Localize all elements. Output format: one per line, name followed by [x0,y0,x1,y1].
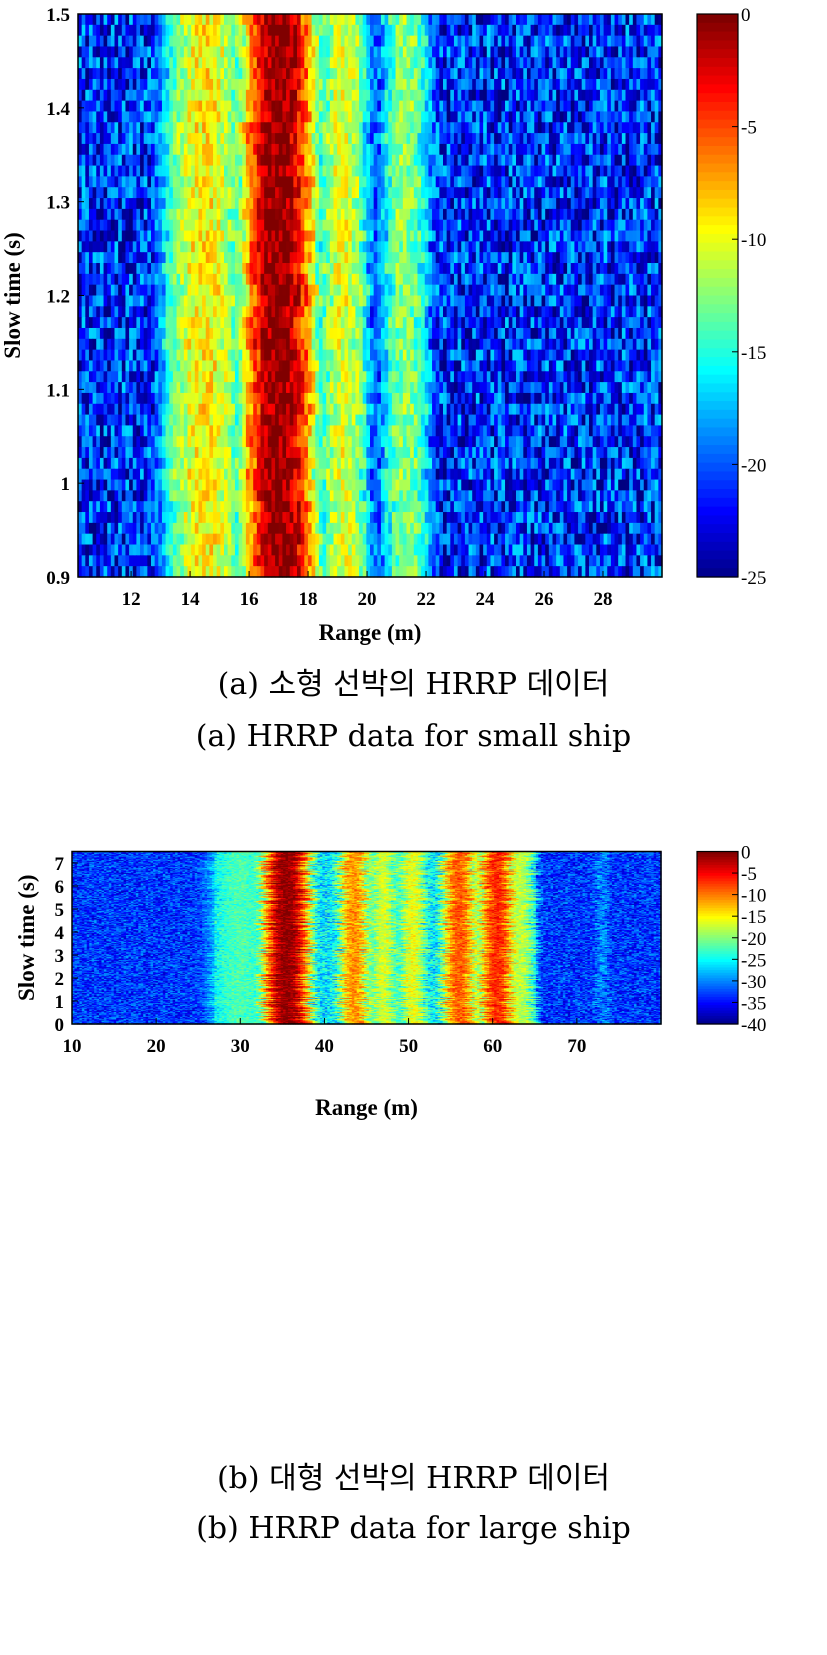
y-tick-label: 1.4 [46,99,70,120]
y-tick-label: 1.5 [46,5,70,26]
y-tick-label: 1.3 [46,193,70,214]
y-tick-label: 1.1 [46,380,70,401]
caption-en-b: (b) HRRP data for large ship [0,1512,827,1546]
colorbar-tick-label: -15 [741,907,766,928]
x-tick-label: 24 [476,589,496,610]
colorbar-tick-label: -5 [741,864,757,885]
colorbar-tick-label: -30 [741,972,766,993]
colorbar-tick-label: -20 [741,455,766,476]
x-tick-label: 10 [63,1036,82,1057]
x-tick-label: 60 [483,1036,502,1057]
caption-ko-a: (a) 소형 선박의 HRRP 데이터 [0,668,827,702]
y-tick-label: 0 [55,1015,65,1036]
x-tick-label: 12 [122,589,141,610]
colorbar [696,850,739,1025]
y-tick-label: 2 [55,969,65,990]
y-tick-label: 0.9 [46,568,70,589]
colorbar-tick-label: -20 [741,929,766,950]
figure-a: 12 14 16 18 20 22 24 26 28 0.9 1 1.1 1.2 1.3 1.4 1.5 Ran… [0,0,827,820]
colorbar-tick-label: -15 [741,343,766,364]
heatmap-chart-a: 12 14 16 18 20 22 24 26 28 0.9 1 1.1 1.2 1.3 1.4 1.5 Ran… [0,5,766,645]
colorbar-tick-label: -40 [741,1015,766,1036]
caption-en-a: (a) HRRP data for small ship [0,720,827,754]
x-tick-label: 70 [567,1036,586,1057]
colorbar-tick-label: -10 [741,230,766,251]
x-tick-label: 50 [399,1036,418,1057]
x-axis-title: Range (m) [319,620,422,645]
y-axis-title: Slow time (s) [14,875,39,1001]
x-tick-label: 40 [315,1036,334,1057]
x-tick-label: 30 [231,1036,250,1057]
colorbar-tick-label: 0 [741,843,751,864]
y-tick-label: 5 [55,900,65,921]
x-tick-label: 26 [535,589,554,610]
x-tick-label: 14 [181,589,201,610]
x-tick-label: 28 [594,589,613,610]
heatmap-cells [78,14,663,578]
y-axis-title: Slow time (s) [0,232,25,358]
plot-frame [71,850,662,1025]
x-tick-label: 22 [417,589,436,610]
y-tick-label: 1 [61,474,71,495]
heatmap-cells [72,851,662,1025]
colorbar-tick-label: -5 [741,118,757,139]
y-tick-label: 1 [55,992,65,1013]
colorbar [696,13,739,578]
y-tick-label: 7 [55,854,65,875]
y-tick-label: 6 [55,877,65,898]
x-tick-label: 18 [299,589,318,610]
colorbar-tick-label: -35 [741,993,766,1014]
x-tick-label: 16 [240,589,259,610]
figure-b: 10 20 30 40 50 60 70 0 1 2 3 4 5 6 7 Range (m) Slow time… [0,813,827,1613]
x-axis-title: Range (m) [315,1095,418,1120]
y-tick-label: 3 [55,946,65,967]
colorbar-tick-label: 0 [741,5,751,26]
x-tick-label: 20 [147,1036,166,1057]
caption-ko-b: (b) 대형 선박의 HRRP 데이터 [0,1462,827,1496]
colorbar-tick-label: -10 [741,886,766,907]
colorbar-tick-label: -25 [741,950,766,971]
x-tick-label: 20 [358,589,377,610]
y-tick-label: 1.2 [46,287,70,308]
colorbar-tick-label: -25 [741,568,766,589]
y-tick-label: 4 [55,923,65,944]
